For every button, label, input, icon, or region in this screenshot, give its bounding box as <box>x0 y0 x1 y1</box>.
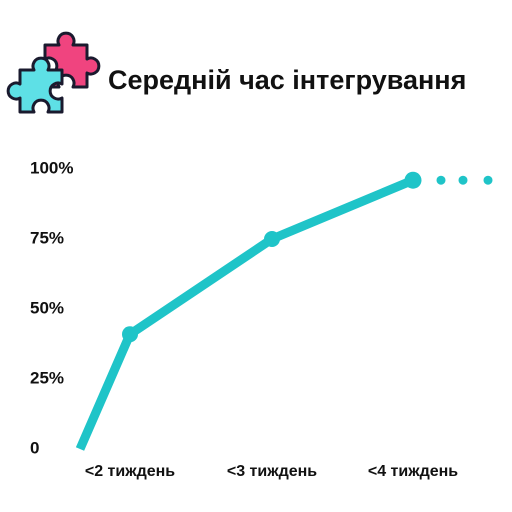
y-tick-label: 75% <box>30 228 64 247</box>
x-tick-label: <4 тиждень <box>368 463 458 480</box>
y-tick-label: 0 <box>30 438 39 457</box>
y-tick-label: 100% <box>30 158 73 177</box>
point <box>264 231 280 247</box>
puzzle-icon <box>6 31 101 114</box>
point <box>404 171 422 189</box>
x-tick-label: <2 тиждень <box>85 463 175 480</box>
y-tick-label: 50% <box>30 298 64 317</box>
y-tick-label: 25% <box>30 368 64 387</box>
continuation-dot <box>458 175 468 185</box>
line <box>75 176 415 451</box>
x-tick-label: <3 тиждень <box>227 463 317 480</box>
point <box>122 326 138 343</box>
continuation-dot <box>483 175 493 185</box>
continuation-dot <box>436 175 446 185</box>
chart-title: Середній час інтегрування <box>108 65 466 95</box>
